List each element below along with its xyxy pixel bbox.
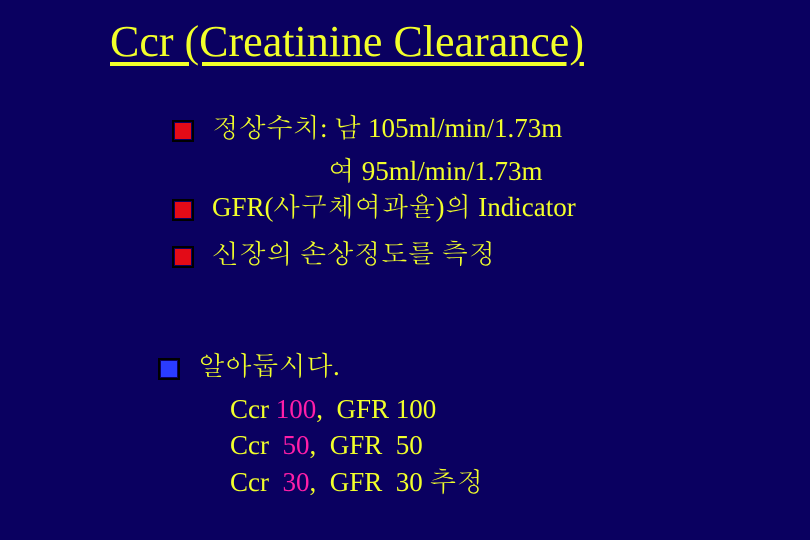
note-section: 알아둡시다. Ccr 100, GFR 100 Ccr 50, GFR 50 C… (158, 348, 484, 500)
bullet-subline: 여 95ml/min/1.73m (328, 153, 576, 189)
gfr-label: GFR (330, 467, 383, 497)
square-bullet-icon (158, 358, 180, 385)
ccr-label: Ccr (230, 467, 269, 497)
square-bullet-icon (172, 246, 194, 273)
bullet-list: 정상수치: 남 105ml/min/1.73m 여 95ml/min/1.73m… (172, 110, 576, 279)
bullet-item: 신장의 손상정도를 측정 (172, 236, 576, 273)
slide: Ccr (Creatinine Clearance) 정상수치: 남 105ml… (0, 0, 810, 540)
note-row: Ccr 30, GFR 30 추정 (230, 464, 484, 500)
gfr-value: 30 (389, 467, 423, 497)
gfr-value: 100 (396, 394, 437, 424)
gfr-value: 50 (389, 430, 423, 460)
gfr-label: GFR (330, 430, 383, 460)
note-row: Ccr 100, GFR 100 (230, 391, 484, 427)
bullet-text: 신장의 손상정도를 측정 (212, 236, 496, 272)
comma: , (309, 430, 316, 460)
bullet-item: GFR(사구체여과율)의 Indicator (172, 189, 576, 226)
bullet-text: 정상수치: 남 105ml/min/1.73m (212, 110, 562, 146)
square-bullet-icon (172, 120, 194, 147)
tail: 추정 (423, 467, 484, 497)
comma: , (309, 467, 316, 497)
ccr-value: 50 (276, 430, 310, 460)
note-heading-item: 알아둡시다. (158, 348, 484, 385)
note-row: Ccr 50, GFR 50 (230, 427, 484, 463)
ccr-label: Ccr (230, 430, 269, 460)
ccr-value: 100 (276, 394, 317, 424)
note-heading: 알아둡시다. (198, 348, 340, 384)
note-values: Ccr 100, GFR 100 Ccr 50, GFR 50 Ccr 30, … (230, 391, 484, 500)
comma: , (316, 394, 323, 424)
gfr-label: GFR (336, 394, 389, 424)
square-bullet-icon (172, 199, 194, 226)
slide-title: Ccr (Creatinine Clearance) (110, 16, 584, 67)
ccr-value: 30 (276, 467, 310, 497)
bullet-item: 정상수치: 남 105ml/min/1.73m (172, 110, 576, 147)
bullet-text: GFR(사구체여과율)의 Indicator (212, 189, 576, 225)
ccr-label: Ccr (230, 394, 269, 424)
